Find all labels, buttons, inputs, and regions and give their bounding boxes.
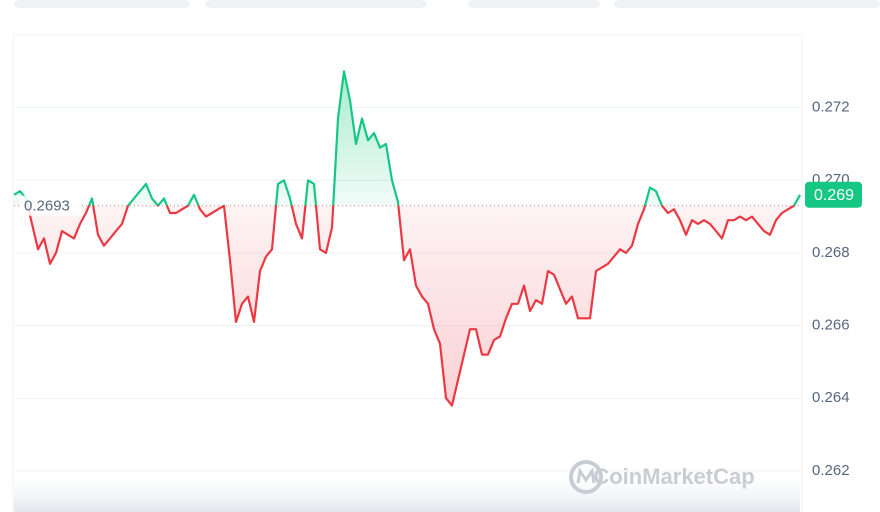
watermark-logo	[569, 460, 603, 494]
price-line	[13, 70, 801, 407]
baseline-label-bg	[20, 195, 82, 216]
baseline-label: 0.2693	[24, 198, 70, 215]
area-fill	[14, 71, 800, 406]
current-price-badge	[805, 181, 862, 208]
tab[interactable]	[14, 0, 190, 8]
y-tick-label: 0.262	[812, 462, 850, 479]
tab[interactable]	[205, 0, 427, 8]
volume-band	[14, 478, 800, 512]
y-tick-label: 0.264	[812, 389, 850, 406]
y-tick-label: 0.268	[812, 244, 850, 261]
tab[interactable]	[614, 0, 880, 8]
y-tick-label: 0.266	[812, 317, 850, 334]
tab[interactable]	[468, 0, 600, 8]
watermark: CoinMarketCap	[593, 464, 754, 489]
current-price-label: 0.269	[814, 187, 854, 204]
y-tick-label: 0.272	[812, 99, 850, 116]
